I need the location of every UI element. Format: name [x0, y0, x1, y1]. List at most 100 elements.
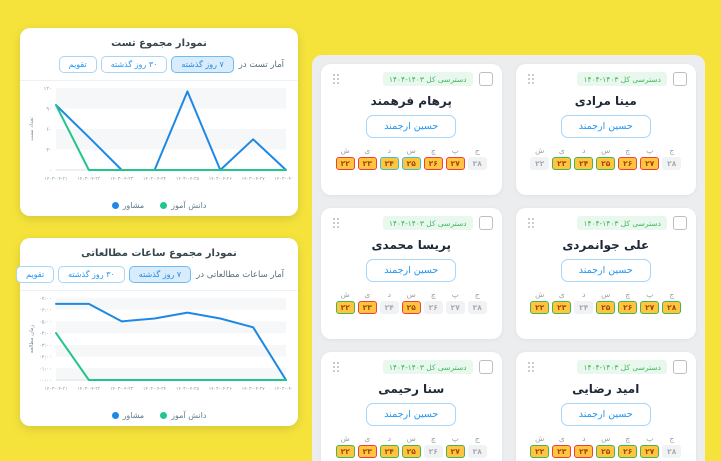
- student-name: مینا مرادی: [574, 94, 637, 108]
- day-column: چ ۲۶: [618, 146, 638, 170]
- day-column: ی ۲۳: [357, 434, 377, 458]
- mentor-button[interactable]: حسین ارجمند: [560, 403, 651, 426]
- day-status-box[interactable]: ۲۸: [662, 301, 682, 314]
- day-status-box[interactable]: ۲۳: [552, 301, 572, 314]
- study-hours-line-chart: ۰۷:۰۰ ۰۶:۰۰ ۰۵:۰۰ ۰۴:۰۰ ۰۳:۰۰ ۰۲:۰۰ ۰۱:۰۰ ۰۰:۰۰…: [26, 294, 292, 410]
- day-status-box[interactable]: ۲۶: [618, 445, 638, 458]
- student-select-checkbox[interactable]: [673, 360, 687, 374]
- day-column: ش ۲۲: [530, 434, 550, 458]
- day-status-box[interactable]: ۲۴: [379, 157, 399, 170]
- day-status-box[interactable]: ۲۲: [530, 445, 550, 458]
- mentor-button[interactable]: حسین ارجمند: [366, 115, 457, 138]
- student-select-checkbox[interactable]: [673, 72, 687, 86]
- day-status-box[interactable]: ۲۵: [596, 301, 616, 314]
- mentor-button[interactable]: حسین ارجمند: [560, 115, 651, 138]
- drag-handle-icon[interactable]: [525, 72, 536, 87]
- legend-dot-icon: [111, 202, 119, 209]
- student-select-checkbox[interactable]: [478, 360, 493, 374]
- day-letter: ی: [364, 146, 371, 155]
- drag-handle-icon[interactable]: [330, 216, 341, 231]
- day-status-box[interactable]: ۲۴: [574, 157, 594, 170]
- legend-item[interactable]: دانش آموز: [160, 201, 206, 210]
- day-status-box[interactable]: ۲۵: [401, 157, 421, 170]
- day-status-box[interactable]: ۲۸: [467, 301, 487, 314]
- day-status-box[interactable]: ۲۲: [530, 157, 550, 170]
- range-button[interactable]: تقویم: [16, 266, 55, 283]
- drag-handle-icon[interactable]: [330, 72, 341, 87]
- day-letter: س: [406, 290, 416, 299]
- day-status-box[interactable]: ۲۸: [467, 157, 487, 170]
- student-card: دسترسی کل ۱۴۰۳-۱۴۰۴ سنا رحیمی حسین ارجمند ج…: [321, 352, 502, 461]
- day-status-box[interactable]: ۲۵: [401, 301, 421, 314]
- legend-item[interactable]: مشاور: [111, 201, 145, 210]
- week-days-row: ج ۲۸ پ ۲۷ چ ۲۶ س ۲۵ د ۲۴ ی ۲۳ ش ۲۲: [525, 146, 688, 170]
- day-column: پ ۲۷: [640, 434, 660, 458]
- drag-handle-icon[interactable]: [330, 360, 341, 375]
- day-column: پ ۲۷: [445, 146, 465, 170]
- day-status-box[interactable]: ۲۷: [445, 157, 465, 170]
- drag-handle-icon[interactable]: [525, 360, 536, 375]
- legend-dot-icon: [111, 412, 119, 419]
- day-status-box[interactable]: ۲۴: [379, 445, 399, 458]
- day-column: پ ۲۷: [445, 290, 465, 314]
- day-status-box[interactable]: ۲۵: [596, 157, 616, 170]
- day-status-box[interactable]: ۲۴: [574, 301, 594, 314]
- day-status-box[interactable]: ۲۴: [379, 301, 399, 314]
- day-status-box[interactable]: ۲۳: [357, 301, 377, 314]
- svg-text:۱۴۰۳-۰۴-۲۵: ۱۴۰۳-۰۴-۲۵: [176, 386, 200, 392]
- legend-label: مشاور: [122, 201, 145, 210]
- day-column: د ۲۴: [574, 290, 594, 314]
- legend-item[interactable]: دانش آموز: [160, 411, 206, 420]
- day-status-box[interactable]: ۲۲: [335, 445, 355, 458]
- mentor-button[interactable]: حسین ارجمند: [366, 403, 457, 426]
- range-button[interactable]: ۳۰ روز گذشته: [100, 56, 168, 73]
- day-column: ج ۲۸: [662, 290, 682, 314]
- day-status-box[interactable]: ۲۳: [357, 445, 377, 458]
- mentor-button[interactable]: حسین ارجمند: [366, 259, 457, 282]
- day-status-box[interactable]: ۲۲: [530, 301, 550, 314]
- day-status-box[interactable]: ۲۸: [467, 445, 487, 458]
- day-status-box[interactable]: ۲۷: [640, 445, 660, 458]
- day-status-box[interactable]: ۲۵: [401, 445, 421, 458]
- day-status-box[interactable]: ۲۵: [596, 445, 616, 458]
- day-status-box[interactable]: ۲۶: [423, 157, 443, 170]
- day-status-box[interactable]: ۲۲: [335, 157, 355, 170]
- week-days-row: ج ۲۸ پ ۲۷ چ ۲۶ س ۲۵ د ۲۴ ی ۲۳ ش ۲۲: [525, 434, 688, 458]
- mentor-button[interactable]: حسین ارجمند: [560, 259, 651, 282]
- day-status-box[interactable]: ۲۷: [445, 445, 465, 458]
- day-status-box[interactable]: ۲۲: [335, 301, 355, 314]
- day-status-box[interactable]: ۲۸: [662, 445, 682, 458]
- student-select-checkbox[interactable]: [478, 216, 493, 230]
- access-badge: دسترسی کل ۱۴۰۳-۱۴۰۴: [577, 216, 667, 230]
- day-status-box[interactable]: ۲۶: [423, 445, 443, 458]
- day-letter: ی: [364, 434, 371, 443]
- day-status-box[interactable]: ۲۳: [552, 157, 572, 170]
- day-status-box[interactable]: ۲۸: [662, 157, 682, 170]
- day-letter: پ: [451, 290, 459, 299]
- student-card: دسترسی کل ۱۴۰۳-۱۴۰۴ پریسا محمدی حسین ارجمن…: [321, 208, 502, 339]
- range-button[interactable]: تقویم: [58, 56, 97, 73]
- study-hours-chart-legend: مشاور دانش آموز: [26, 411, 292, 420]
- tests-filter-row: آمار تست در ۷ روز گذشته ۳۰ روز گذشته تقویم: [26, 56, 292, 73]
- range-button[interactable]: ۳۰ روز گذشته: [58, 266, 125, 283]
- day-status-box[interactable]: ۲۷: [445, 301, 465, 314]
- student-select-checkbox[interactable]: [673, 216, 687, 230]
- day-status-box[interactable]: ۲۴: [574, 445, 594, 458]
- day-status-box[interactable]: ۲۶: [618, 301, 638, 314]
- range-button[interactable]: ۷ روز گذشته: [128, 266, 192, 283]
- day-status-box[interactable]: ۲۷: [640, 157, 660, 170]
- range-button[interactable]: ۷ روز گذشته: [171, 56, 234, 73]
- svg-text:۰۵:۰۰: ۰۵:۰۰: [39, 319, 52, 325]
- day-status-box[interactable]: ۲۳: [552, 445, 572, 458]
- day-status-box[interactable]: ۲۶: [618, 157, 638, 170]
- svg-text:۱۴۰۳-۰۴-۲۴: ۱۴۰۳-۰۴-۲۴: [143, 386, 167, 392]
- day-status-box[interactable]: ۲۶: [423, 301, 443, 314]
- day-status-box[interactable]: ۲۳: [357, 157, 377, 170]
- day-status-box[interactable]: ۲۷: [640, 301, 660, 314]
- student-select-checkbox[interactable]: [478, 72, 493, 86]
- legend-dot-icon: [160, 412, 168, 419]
- legend-item[interactable]: مشاور: [111, 411, 144, 420]
- tests-chart-legend: مشاور دانش آموز: [26, 201, 292, 210]
- day-letter: ج: [474, 290, 480, 299]
- drag-handle-icon[interactable]: [525, 216, 536, 231]
